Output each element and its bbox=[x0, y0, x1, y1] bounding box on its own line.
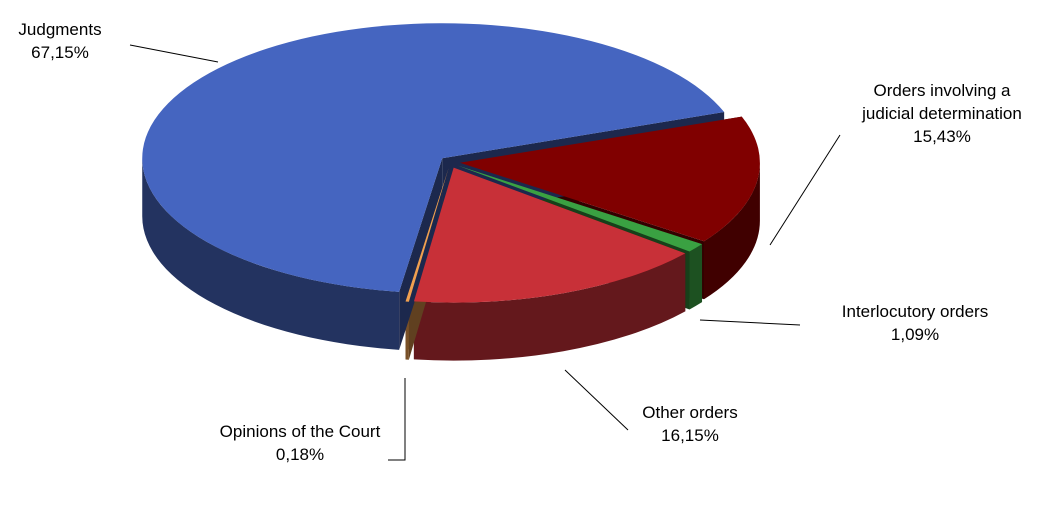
leader-line bbox=[129, 44, 219, 63]
pie-slice bbox=[413, 167, 686, 303]
pie-wall bbox=[413, 253, 686, 361]
category-label: Judgments bbox=[18, 20, 102, 39]
value-label: 16,15% bbox=[661, 426, 719, 445]
slice-label: Judgments 67,15% bbox=[0, 18, 120, 64]
pie-side-face bbox=[399, 158, 443, 350]
pie-slice bbox=[459, 116, 760, 242]
leader-line bbox=[769, 134, 841, 246]
slice-label: Other orders 16,15% bbox=[615, 401, 765, 447]
value-label: 15,43% bbox=[913, 127, 971, 146]
pie-wall bbox=[703, 162, 760, 300]
value-label: 0,18% bbox=[275, 445, 325, 464]
pie-slice bbox=[405, 167, 449, 302]
value-label: 1,09% bbox=[890, 325, 940, 344]
pie-wall bbox=[689, 244, 703, 310]
leader-line bbox=[699, 319, 801, 326]
slice-label: Interlocutory orders 1,09% bbox=[800, 300, 1030, 346]
pie-slice bbox=[142, 23, 725, 292]
category-label: Orders involving a judicial determinatio… bbox=[862, 81, 1022, 123]
category-label: Opinions of the Court bbox=[219, 422, 381, 441]
category-label: Interlocutory orders bbox=[841, 302, 989, 321]
leader-line bbox=[564, 369, 629, 431]
leader-line bbox=[388, 378, 406, 461]
slice-label: Orders involving a judicial determinatio… bbox=[852, 79, 1032, 148]
pie-slice bbox=[457, 165, 703, 252]
value-label: 67,15% bbox=[31, 43, 89, 62]
pie-wall bbox=[142, 158, 400, 350]
category-label: Other orders bbox=[642, 403, 738, 422]
pie-tops bbox=[142, 23, 760, 303]
slice-label: Opinions of the Court 0,18% bbox=[215, 420, 385, 466]
